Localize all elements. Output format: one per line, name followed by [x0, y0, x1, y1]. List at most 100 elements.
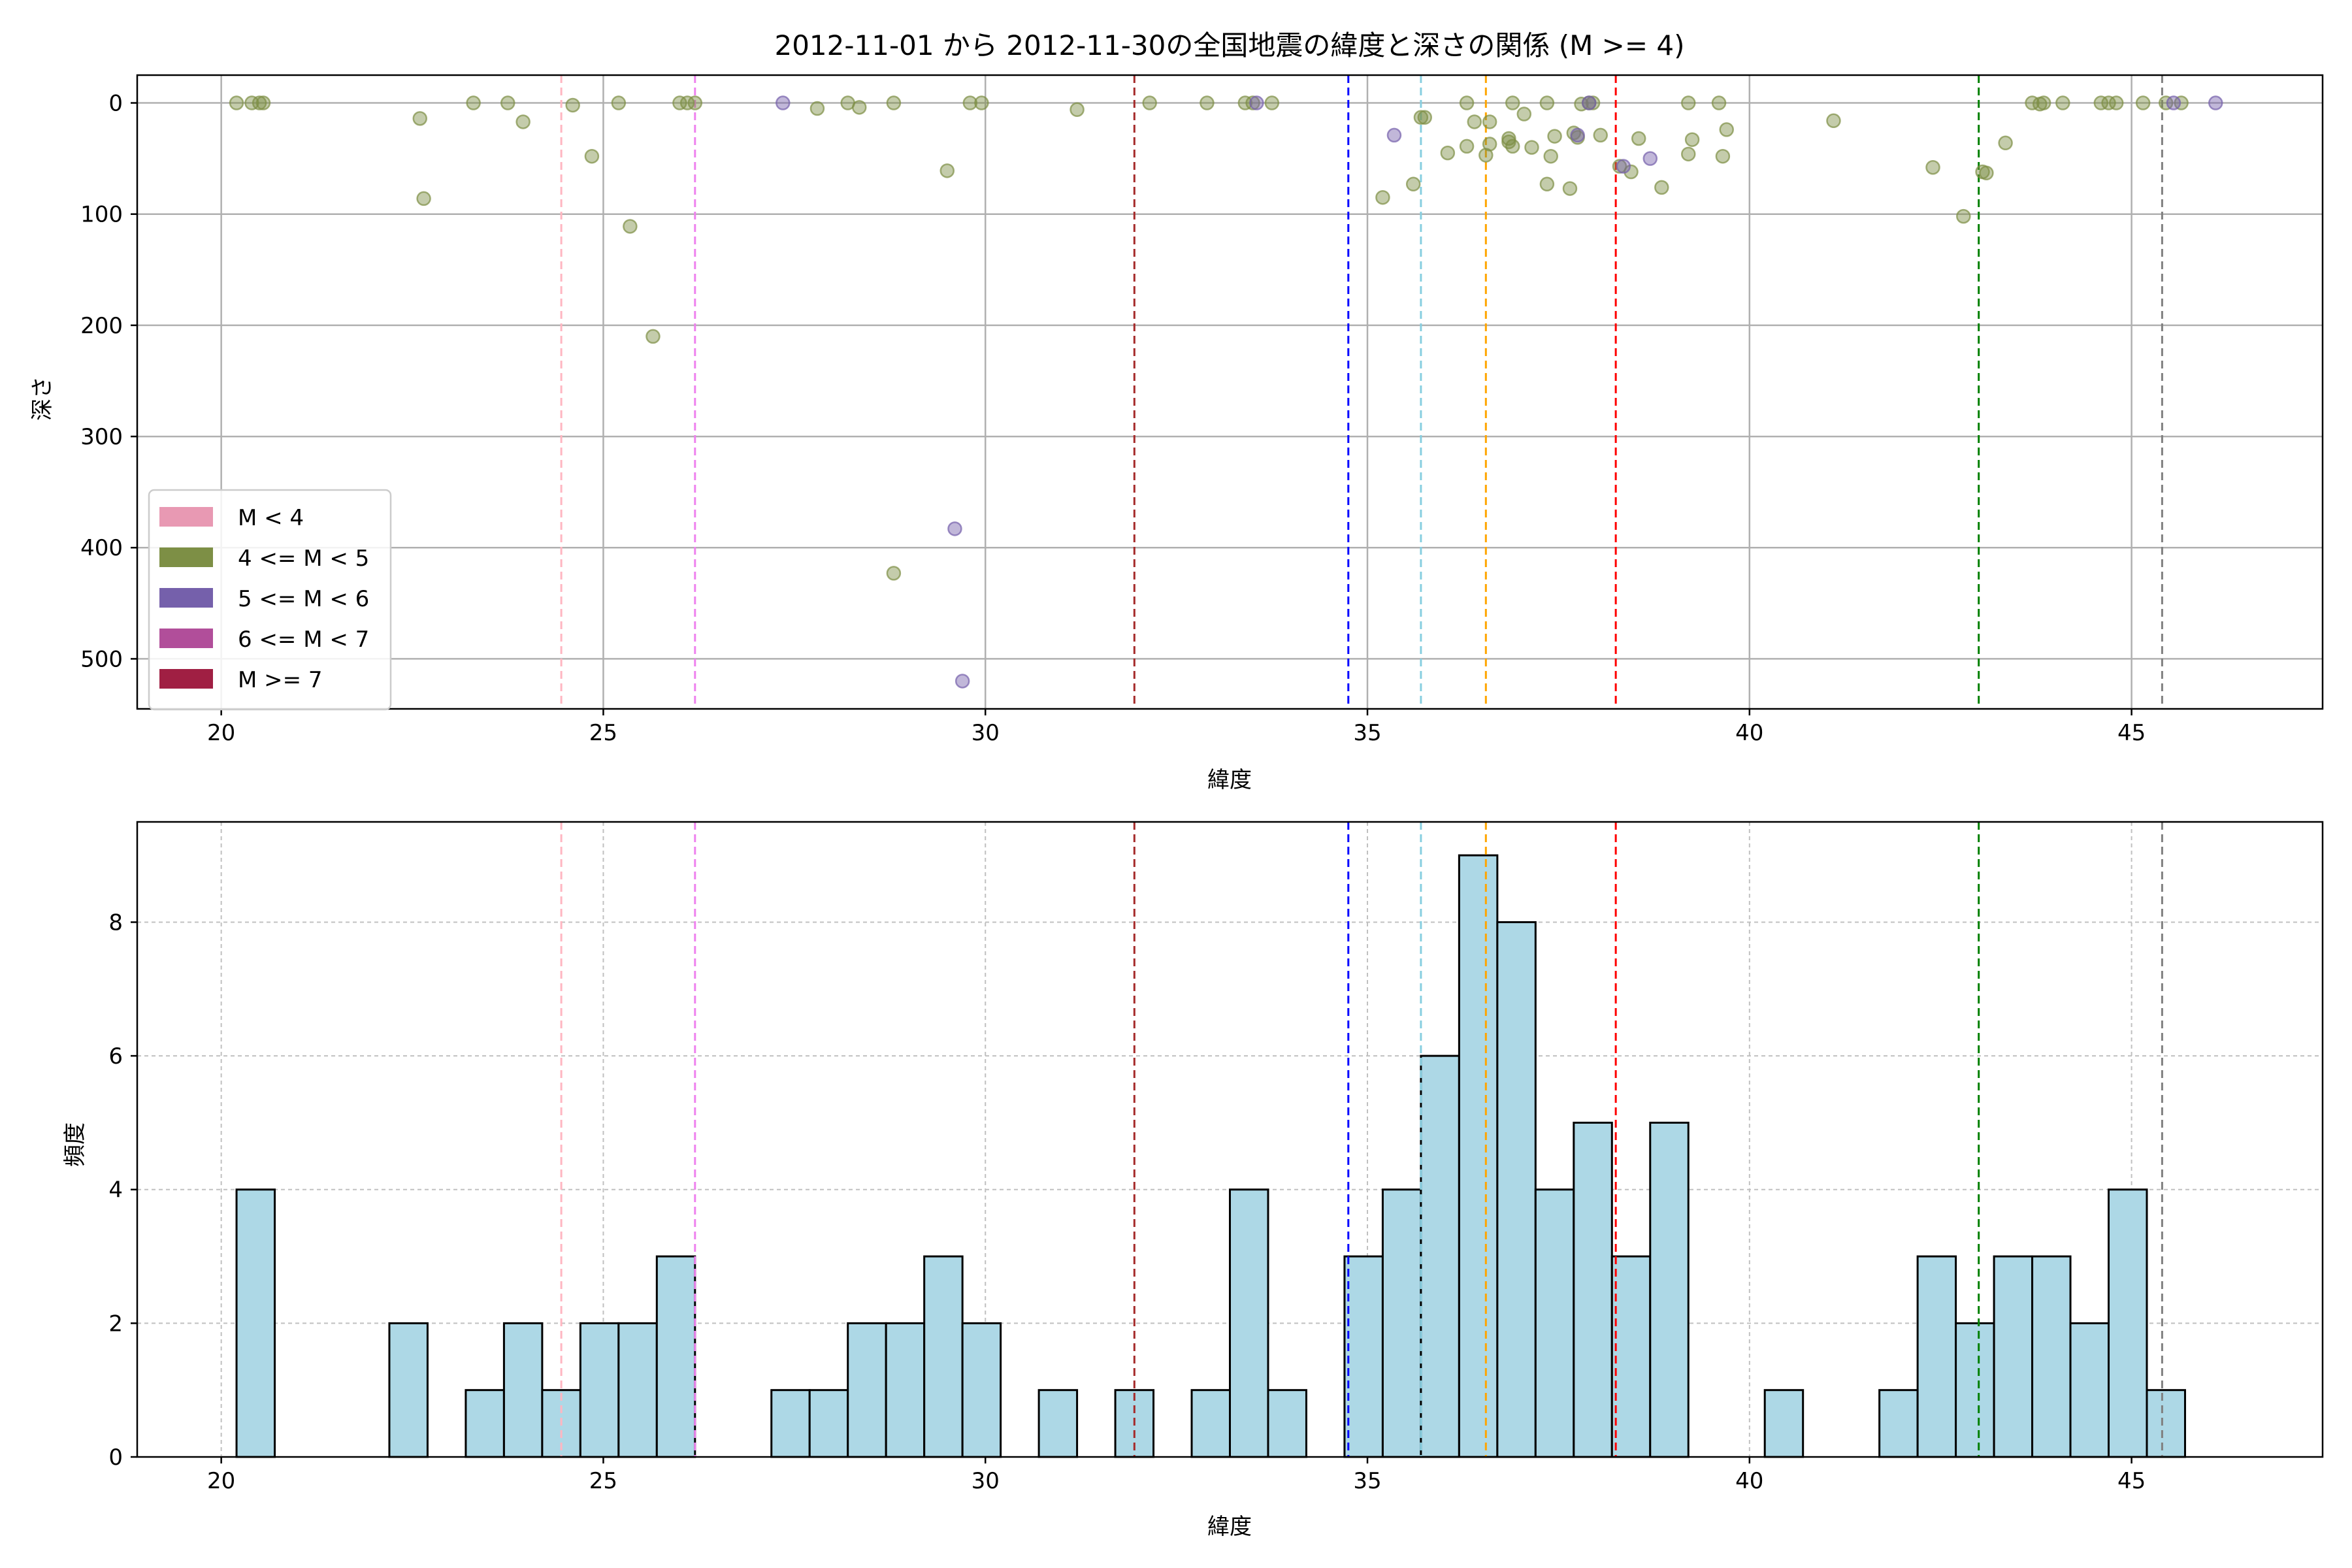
histogram-x-tick-label: 30 [972, 1468, 1000, 1494]
scatter-point [2174, 95, 2189, 110]
scatter-point [2108, 95, 2124, 110]
scatter-point [1482, 137, 1497, 152]
scatter-point [1631, 131, 1646, 146]
scatter-point [1642, 151, 1658, 166]
scatter-x-axis-label: 緯度 [1207, 767, 1252, 793]
histogram-bar [1610, 1255, 1652, 1458]
legend-swatch [159, 629, 213, 648]
scatter-point [1570, 127, 1585, 143]
scatter-point [1680, 95, 1696, 110]
histogram-bar [961, 1322, 1002, 1458]
histogram-bar [1534, 1188, 1575, 1458]
scatter-point [1524, 140, 1539, 155]
histogram-plot: 20 25 30 35 40 45 0 2 4 6 8 [108, 821, 2324, 1494]
histogram-bar [388, 1322, 429, 1458]
scatter-point [1539, 176, 1555, 192]
scatter-point [229, 95, 244, 110]
scatter-point [416, 191, 431, 206]
scatter-point [2036, 95, 2051, 110]
scatter-point [244, 95, 259, 110]
scatter-point [1505, 95, 1520, 110]
histogram-bar [465, 1389, 505, 1458]
histogram-y-tick-label: 2 [108, 1311, 123, 1337]
scatter-point [1826, 113, 1841, 129]
histogram-bar [1190, 1389, 1232, 1458]
scatter-point [679, 95, 695, 110]
scatter-point [1405, 176, 1421, 192]
scatter-y-tick-label: 200 [80, 313, 123, 339]
histogram-bar [579, 1322, 620, 1458]
histogram-y-axis-label: 頻度 [62, 1122, 88, 1167]
histogram-bar [1381, 1188, 1422, 1458]
scatter-point [962, 95, 978, 110]
histogram-bar [1420, 1054, 1460, 1458]
histogram-bar [2031, 1255, 2072, 1458]
histogram-bar [1955, 1322, 1995, 1458]
histogram-y-tick-label: 0 [108, 1445, 123, 1471]
legend-swatch [159, 507, 213, 527]
scatter-point [1956, 208, 1971, 224]
scatter-point [1711, 95, 1727, 110]
scatter-point [645, 329, 661, 344]
scatter-point [947, 521, 962, 536]
histogram-bar [617, 1322, 658, 1458]
histogram-bar [770, 1389, 811, 1458]
scatter-point [1459, 95, 1475, 110]
scatter-point [1375, 189, 1390, 205]
scatter-point [1684, 132, 1700, 147]
scatter-x-tick-label: 30 [972, 720, 1000, 746]
scatter-point [412, 111, 427, 126]
scatter-point [2055, 95, 2070, 110]
scatter-legend: M < 4 4 <= M < 5 5 <= M < 6 6 <= M < 7 M >= … [148, 489, 392, 711]
histogram-bar [502, 1322, 544, 1458]
scatter-point [1654, 180, 1669, 195]
histogram-bar [1496, 921, 1537, 1458]
scatter-plot: 20 25 30 35 40 45 0 100 200 300 400 500 M < 4 4 <= M … [80, 74, 2324, 746]
scatter-point [611, 95, 627, 110]
histogram-axes-frame [136, 821, 2324, 1458]
scatter-point [2093, 95, 2109, 110]
scatter-point [584, 148, 600, 164]
scatter-point [1505, 139, 1520, 154]
histogram-bar [1037, 1389, 1079, 1458]
scatter-y-tick-label: 0 [108, 91, 123, 117]
histogram-bar [923, 1255, 964, 1458]
scatter-point [1386, 127, 1402, 143]
legend-label: M < 4 [238, 505, 304, 531]
scatter-point [955, 674, 970, 689]
histogram-bar [655, 1255, 696, 1458]
histogram-x-tick-label: 20 [207, 1468, 235, 1494]
legend-swatch [159, 547, 213, 567]
scatter-point [1516, 106, 1532, 122]
scatter-y-tick-label: 400 [80, 535, 123, 561]
scatter-point [1719, 122, 1734, 137]
scatter-point [776, 95, 791, 110]
chart-title: 2012-11-01 から 2012-11-30の全国地震の緯度と深さの関係 (… [774, 29, 1684, 61]
scatter-y-tick-label: 300 [80, 424, 123, 450]
scatter-point [809, 101, 825, 116]
scatter-x-tick-label: 40 [1735, 720, 1763, 746]
histogram-x-tick-label: 40 [1735, 1468, 1763, 1494]
histogram-bar [847, 1322, 887, 1458]
histogram-x-tick-label: 45 [2117, 1468, 2146, 1494]
scatter-point [1467, 114, 1482, 129]
scatter-point [2158, 95, 2174, 110]
scatter-point [974, 95, 989, 110]
scatter-point [1998, 135, 2013, 151]
histogram-bar [1229, 1188, 1269, 1458]
scatter-point [1585, 95, 1601, 110]
scatter-point [1925, 159, 1940, 175]
scatter-point [1249, 95, 1264, 110]
scatter-x-tick-label: 20 [207, 720, 235, 746]
histogram-bar [1878, 1389, 1919, 1458]
scatter-point [1482, 114, 1497, 129]
scatter-point [1440, 145, 1456, 161]
histogram-bar [1763, 1389, 1805, 1458]
scatter-point [1070, 102, 1085, 118]
legend-swatch [159, 669, 213, 689]
scatter-y-axis-label: 深さ [29, 376, 56, 421]
histogram-x-tick-label: 25 [589, 1468, 617, 1494]
scatter-point [255, 95, 271, 110]
